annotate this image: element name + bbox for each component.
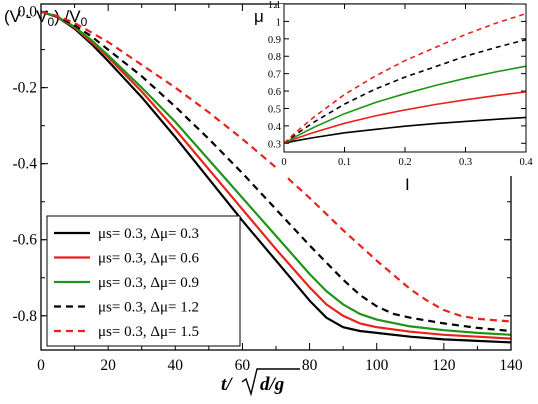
- inset-y-tick-label: 0.5: [268, 104, 281, 115]
- x-tick-label: 20: [100, 357, 116, 374]
- inset-series-line-1: [283, 116, 527, 145]
- inset-y-tick-label: 0.9: [268, 35, 281, 46]
- y-tick-label: -0.8: [12, 308, 37, 325]
- x-tick-label: 60: [235, 357, 251, 374]
- x-label-t: t/: [221, 374, 233, 395]
- inset-plot-frame: [283, 3, 527, 153]
- legend-label-4: μs= 0.3, Δμ= 1.2: [98, 300, 199, 316]
- y-tick-label: -0.6: [12, 232, 37, 249]
- x-tick-label: 80: [302, 357, 318, 374]
- legend-label-5: μs= 0.3, Δμ= 1.5: [98, 324, 199, 340]
- main-plot-frame: [40, 3, 512, 351]
- inset-series-line-5: [283, 12, 527, 144]
- inset-y-tick-label: 1.1: [268, 0, 281, 11]
- legend: μs= 0.3, Δμ= 0.3 μs= 0.3, Δμ= 0.6 μs= 0.3,…: [46, 215, 241, 347]
- main-y-axis-label: (V - V0) /V0: [4, 7, 88, 29]
- x-tick-label: 140: [499, 357, 523, 374]
- main-x-axis-label: t/ d/g: [221, 368, 300, 397]
- inset-axis-ticks: 0 0.1 0.2 0.3 0.4 0.3 0.4 0.5 0.6 0.7 0.8 0.9 1 1.1: [268, 0, 533, 168]
- legend-label-3: μs= 0.3, Δμ= 0.9: [98, 275, 199, 291]
- inset-series-line-2: [283, 91, 527, 145]
- x-tick-label: 100: [365, 357, 389, 374]
- x-tick-label: 120: [432, 357, 456, 374]
- y-tick-label: -0.4: [12, 156, 37, 173]
- inset-y-tick-label: 1: [276, 17, 281, 28]
- inset-y-tick-label: 0.7: [268, 70, 281, 81]
- inset-y-axis-label: μ: [254, 7, 264, 26]
- main-series-line-1: [40, 10, 512, 344]
- main-series-line-4: [40, 10, 512, 333]
- inset-x-tick-label: 0: [281, 157, 286, 168]
- y-tick-label: -0.2: [12, 80, 37, 97]
- x-label-dg: d/g: [260, 374, 284, 395]
- sqrt-sign-icon: [241, 368, 300, 397]
- inset-series-line-4: [283, 38, 527, 144]
- inset-x-axis-label: I: [405, 175, 410, 194]
- inset-y-tick-label: 0.8: [268, 52, 281, 63]
- main-series-line-3: [40, 10, 512, 336]
- x-tick-label: 0: [37, 357, 45, 374]
- main-series-line-5: [40, 10, 512, 323]
- inset-y-tick-label: 0.4: [268, 122, 282, 133]
- legend-label-1: μs= 0.3, Δμ= 0.3: [98, 226, 199, 242]
- legend-label-2: μs= 0.3, Δμ= 0.6: [98, 251, 199, 267]
- main-series-line-2: [40, 10, 512, 340]
- inset-x-tick-label: 0.4: [519, 157, 533, 168]
- inset-x-tick-label: 0.3: [459, 157, 472, 168]
- inset-series-group: [283, 12, 527, 145]
- x-tick-label: 40: [168, 357, 184, 374]
- main-series-group: [40, 10, 512, 344]
- inset-background: [278, 4, 524, 176]
- y-tick-label: 0.0: [18, 4, 38, 21]
- inset-y-tick-label: 0.3: [268, 139, 281, 150]
- inset-series-line-3: [283, 65, 527, 144]
- inset-y-tick-label: 0.6: [268, 87, 281, 98]
- inset-x-tick-label: 0.2: [398, 157, 411, 168]
- inset-x-tick-label: 0.1: [338, 157, 351, 168]
